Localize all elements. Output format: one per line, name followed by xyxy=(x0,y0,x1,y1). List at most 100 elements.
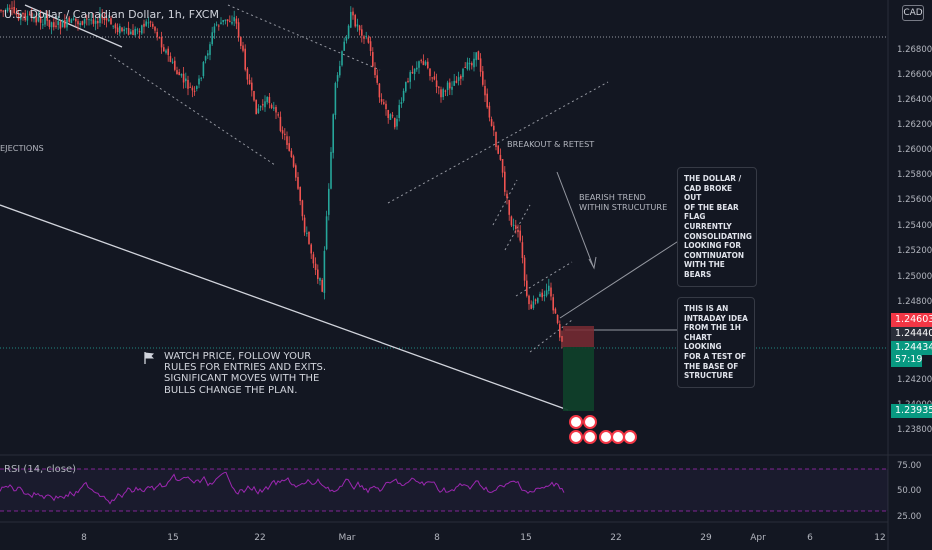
candle-body xyxy=(400,101,403,105)
candle-body xyxy=(165,50,167,53)
candle-body xyxy=(510,216,513,226)
candle-body xyxy=(330,151,332,189)
candle-body xyxy=(497,145,499,154)
candle-body xyxy=(26,15,29,21)
candle-body xyxy=(321,279,323,292)
trend-arrow-head xyxy=(588,256,597,270)
candle-body xyxy=(257,108,260,114)
candle-body xyxy=(17,13,20,20)
candle-body xyxy=(70,19,73,24)
candle-body xyxy=(11,7,13,9)
candle-body xyxy=(94,20,97,24)
candle-body xyxy=(110,18,112,25)
price-tick-label: 1.25200 xyxy=(897,246,932,256)
candle-body xyxy=(176,70,178,75)
candle-body xyxy=(211,32,213,45)
event-markers xyxy=(569,415,637,444)
candle-body xyxy=(240,36,242,46)
candle-body xyxy=(202,62,205,77)
candle-body xyxy=(207,53,209,56)
candle-body xyxy=(552,297,554,311)
candle-body xyxy=(435,80,438,87)
candle-body xyxy=(506,193,508,199)
candle-body xyxy=(152,23,154,27)
time-tick-label: 8 xyxy=(81,533,87,543)
candle-body xyxy=(473,58,475,68)
rsi-label: RSI (14, close) xyxy=(4,464,77,475)
candle-body xyxy=(484,86,486,96)
candle-body xyxy=(541,292,543,298)
candle-body xyxy=(253,91,255,101)
candle-body xyxy=(358,25,361,31)
channel-line-bottom xyxy=(109,54,276,166)
intraday-note[interactable]: THIS IS AN INTRADAY IDEA FROM THE 1H CHA… xyxy=(677,297,755,388)
candle-body xyxy=(433,76,436,80)
candle-body xyxy=(246,68,249,80)
candle-body xyxy=(343,41,345,51)
candlestick-series xyxy=(0,0,563,349)
candle-body xyxy=(303,217,306,233)
candle-body xyxy=(363,36,365,39)
target-zone xyxy=(563,347,594,411)
candle-body xyxy=(464,66,466,68)
candle-body xyxy=(15,12,18,15)
candle-body xyxy=(438,86,440,88)
candle-body xyxy=(319,277,321,281)
candle-body xyxy=(97,20,99,24)
candle-body xyxy=(64,20,66,28)
candle-body xyxy=(273,107,275,109)
candle-body xyxy=(92,19,95,24)
candle-body xyxy=(345,37,348,41)
candle-body xyxy=(413,68,416,75)
candle-body xyxy=(119,26,121,34)
candle-body xyxy=(391,115,394,117)
candle-body xyxy=(325,216,328,250)
event-marker xyxy=(599,430,613,444)
rsi-pane: 75.00 50.00 25.00 xyxy=(0,461,921,522)
candle-body xyxy=(215,24,218,26)
candle-body xyxy=(88,19,90,21)
candle-body xyxy=(411,72,414,74)
candle-body xyxy=(121,27,123,32)
candle-body xyxy=(72,18,75,20)
candle-body xyxy=(365,35,367,37)
candle-body xyxy=(515,225,517,229)
candle-body xyxy=(475,52,477,61)
candle-body xyxy=(376,75,378,83)
candle-body xyxy=(143,23,145,27)
candle-body xyxy=(339,66,341,76)
candle-body xyxy=(396,118,398,127)
candle-body xyxy=(545,290,548,296)
price-tick-label: 1.26000 xyxy=(897,145,932,155)
candle-body xyxy=(530,304,532,309)
candle-body xyxy=(218,25,220,27)
candle-body xyxy=(101,14,103,19)
price-tick-label: 1.25600 xyxy=(897,195,932,205)
currency-badge[interactable]: CAD xyxy=(902,5,924,21)
watch-note[interactable]: WATCH PRICE, FOLLOW YOUR RULES FOR ENTRI… xyxy=(142,351,326,396)
candle-body xyxy=(561,335,563,342)
candle-body xyxy=(182,73,185,83)
candle-body xyxy=(479,58,482,72)
candle-body xyxy=(9,8,11,10)
bar-countdown-tag: 57:19 xyxy=(891,353,923,367)
flag-pole-line-a xyxy=(492,179,518,226)
candle-body xyxy=(407,80,409,82)
bear-flag-note[interactable]: THE DOLLAR / CAD BROKE OUT OF THE BEAR F… xyxy=(677,167,757,287)
lower-trendline xyxy=(0,204,569,411)
candle-body xyxy=(471,63,473,66)
candle-body xyxy=(361,29,363,36)
rsi-tick-label: 50.00 xyxy=(897,486,921,496)
candle-body xyxy=(405,81,407,92)
candle-body xyxy=(352,11,354,16)
time-tick-label: 22 xyxy=(254,533,265,543)
candle-body xyxy=(495,131,497,148)
candle-body xyxy=(442,89,444,98)
candle-body xyxy=(334,83,337,115)
candle-body xyxy=(134,28,136,36)
flag-pole-line-b xyxy=(504,204,531,251)
candle-body xyxy=(35,16,37,23)
candle-body xyxy=(222,19,224,23)
